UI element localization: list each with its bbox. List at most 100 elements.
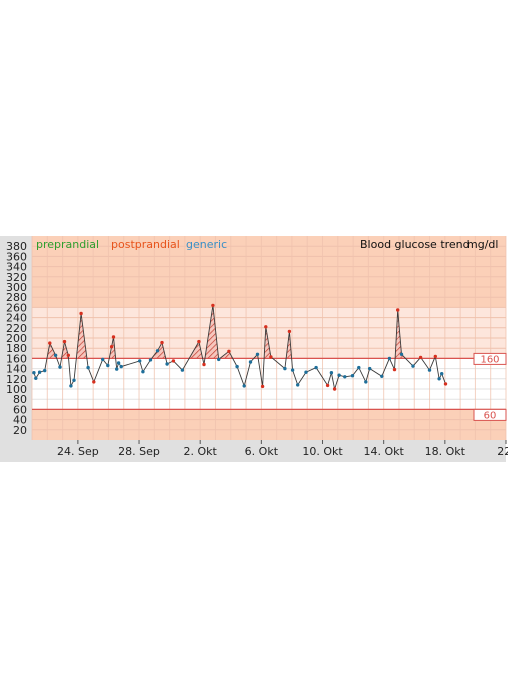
chart-title: Blood glucose trend <box>360 238 470 251</box>
data-point <box>368 366 372 371</box>
glucose-points <box>32 303 448 391</box>
y-tick-label: 180 <box>6 342 27 355</box>
data-point <box>43 368 47 373</box>
zone-bands <box>0 236 506 462</box>
unit-label: mg/dl <box>467 238 498 251</box>
data-point <box>443 382 448 386</box>
glucose-line <box>33 305 446 391</box>
y-tick-label: 140 <box>6 363 27 376</box>
gridlines <box>31 236 507 440</box>
x-tick-label: 6. Okt <box>245 445 279 458</box>
data-point <box>34 376 38 380</box>
legend-generic: generic <box>186 238 227 251</box>
y-tick-label: 280 <box>6 291 27 304</box>
data-point <box>66 353 71 357</box>
data-point <box>437 377 441 381</box>
threshold-low-label-box <box>473 408 507 421</box>
data-point <box>396 308 400 312</box>
threshold-high-label: 160 <box>480 354 499 365</box>
y-tick-label: 20 <box>13 424 27 437</box>
data-point <box>427 368 432 372</box>
x-tick-label: 2. Okt <box>184 445 218 458</box>
data-point <box>332 387 337 391</box>
data-point <box>290 368 295 372</box>
data-point <box>48 341 52 345</box>
y-axis: 2040608010012014016018020022024026028030… <box>6 240 27 437</box>
x-tick-label: 10. Okt <box>302 445 343 458</box>
threshold-high-label-box <box>473 352 507 365</box>
data-point <box>296 383 300 387</box>
glucose-line-path <box>33 305 446 391</box>
y-tick-label: 380 <box>6 240 27 253</box>
data-point <box>387 356 392 361</box>
y-axis-band <box>0 236 32 462</box>
data-point <box>399 352 404 356</box>
data-point <box>283 366 287 371</box>
data-point <box>69 384 73 388</box>
data-point <box>171 359 176 363</box>
data-point <box>155 349 160 353</box>
x-tick-label: 22. <box>497 445 508 458</box>
data-point <box>119 364 123 369</box>
data-point <box>58 365 62 369</box>
data-point <box>62 339 67 344</box>
data-point <box>269 355 273 359</box>
x-tick-label: 24. Sep <box>57 445 99 458</box>
threshold-low-label: 60 <box>484 410 497 421</box>
data-point <box>350 374 355 378</box>
data-point <box>248 360 253 364</box>
data-point <box>357 365 361 370</box>
data-point <box>109 345 114 349</box>
data-point <box>329 371 334 375</box>
x-tick-label: 18. Okt <box>425 445 466 458</box>
data-point <box>148 358 153 362</box>
y-tick-label: 300 <box>6 281 27 294</box>
data-point <box>53 353 58 357</box>
data-point <box>392 367 397 372</box>
data-point <box>160 340 164 345</box>
x-tick-label: 14. Okt <box>364 445 405 458</box>
data-point <box>115 367 119 371</box>
data-point <box>111 335 116 339</box>
y-tick-label: 160 <box>6 352 27 365</box>
data-point <box>92 380 96 384</box>
legend-postprandial: postprandial <box>111 238 180 251</box>
x-axis: 24. Sep 28. Sep 2. Okt 6. Okt 10. Okt 14. Okt… <box>57 440 508 458</box>
data-point <box>211 303 215 308</box>
y-tick-label: 360 <box>6 250 27 263</box>
above-threshold-area <box>157 342 162 359</box>
y-tick-label: 320 <box>6 271 27 284</box>
data-point <box>343 375 347 379</box>
y-tick-label: 240 <box>6 312 27 325</box>
y-tick-label: 340 <box>6 261 27 274</box>
y-tick-label: 100 <box>6 383 27 396</box>
x-axis-band <box>32 440 506 462</box>
data-point <box>116 361 121 365</box>
data-point <box>227 349 231 353</box>
data-point <box>260 384 265 389</box>
data-point <box>37 370 42 374</box>
data-point <box>79 311 83 316</box>
data-point <box>380 374 384 378</box>
data-point <box>287 329 292 334</box>
y-tick-label: 60 <box>13 403 27 416</box>
data-point <box>180 368 185 372</box>
y-tick-label: 200 <box>6 332 27 345</box>
data-point <box>364 380 368 384</box>
y-tick-label: 260 <box>6 301 27 314</box>
data-point <box>101 357 105 362</box>
threshold-lines: 160 60 <box>32 352 507 421</box>
very-high-zone <box>32 236 506 308</box>
data-point <box>411 364 415 368</box>
data-point <box>138 359 142 363</box>
data-point <box>242 384 246 388</box>
y-tick-label: 80 <box>13 393 27 406</box>
data-point <box>165 362 169 366</box>
y-tick-label: 220 <box>6 322 27 335</box>
data-point <box>314 365 318 370</box>
x-tick-label: 28. Sep <box>118 445 160 458</box>
data-point <box>325 383 330 388</box>
data-point <box>106 363 110 368</box>
data-point <box>86 365 90 370</box>
